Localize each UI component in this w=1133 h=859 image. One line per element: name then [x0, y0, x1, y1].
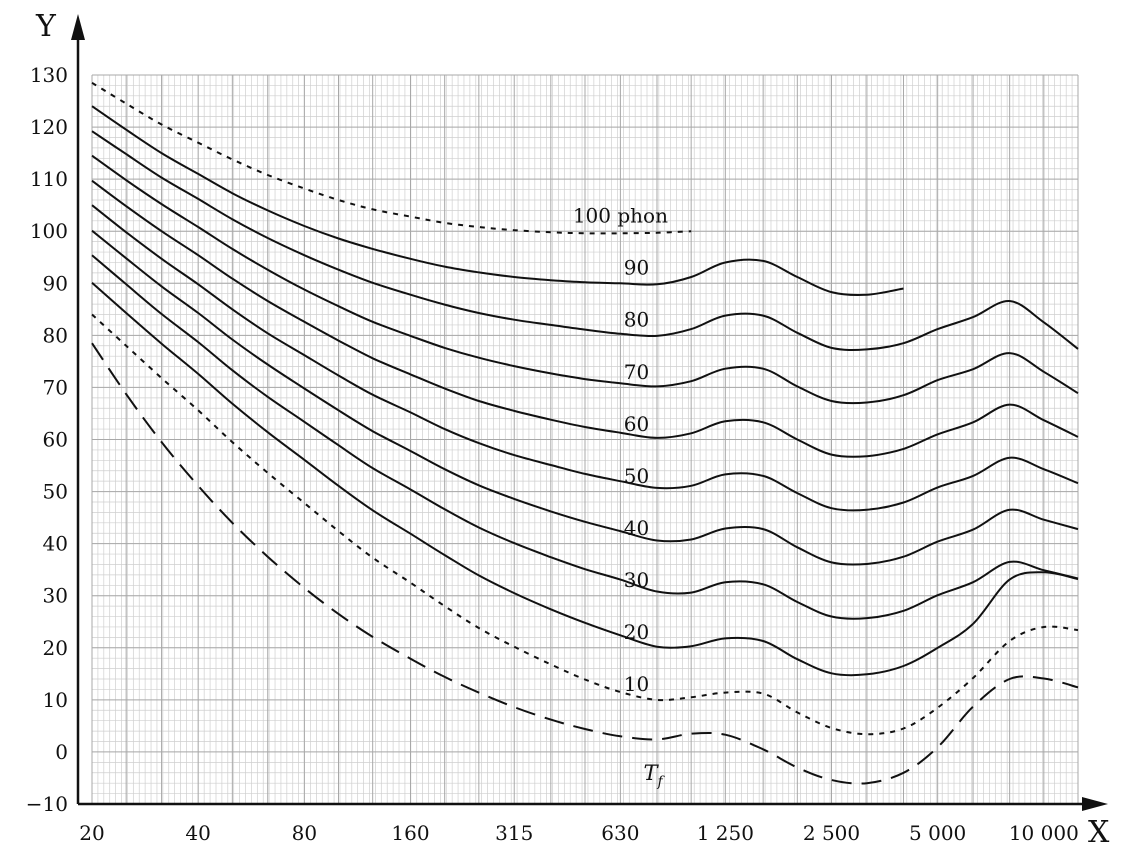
y-tick-label: 120 — [30, 115, 68, 139]
series-line-90 — [91, 105, 904, 296]
y-tick-label: 40 — [43, 532, 68, 556]
series-line-10 — [91, 313, 1079, 736]
series-line-tf — [91, 342, 1079, 785]
grid — [91, 74, 1079, 805]
x-tick-label: 10 000 — [1009, 821, 1079, 845]
x-tick-label: 80 — [292, 821, 317, 845]
series-line-60 — [91, 179, 1079, 458]
curve-label-80: 80 — [624, 308, 649, 332]
y-tick-label: 70 — [43, 375, 68, 399]
y-tick-label: 20 — [43, 636, 68, 660]
y-tick-label: 50 — [43, 480, 68, 504]
y-tick-label: 130 — [30, 63, 68, 87]
curve-label-10: 10 — [624, 672, 649, 696]
series-line-20 — [91, 282, 1079, 677]
curve-label-100-phon: 100 phon — [573, 204, 668, 228]
series-line-80 — [91, 130, 1079, 351]
x-axis-arrow-icon — [1082, 797, 1108, 811]
y-tick-label: −10 — [26, 792, 68, 816]
y-tick-label: 110 — [30, 167, 68, 191]
y-axis-arrow-icon — [71, 14, 85, 40]
x-tick-label: 315 — [495, 821, 533, 845]
y-tick-label: 0 — [55, 740, 68, 764]
x-tick-label: 20 — [79, 821, 104, 845]
curve-label-20: 20 — [624, 620, 649, 644]
curve-label-50: 50 — [624, 464, 649, 488]
x-tick-label: 2 500 — [803, 821, 860, 845]
x-tick-labels: 20 40 80 160 315 630 1 250 2 500 5 000 10 000 — [79, 821, 1079, 845]
x-tick-label: 1 250 — [697, 821, 754, 845]
x-tick-label: 40 — [185, 821, 210, 845]
y-tick-labels: −10 0 10 20 30 40 50 60 70 80 90 100 110 120 130 — [26, 63, 68, 816]
x-tick-label: 5 000 — [909, 821, 966, 845]
y-tick-label: 10 — [43, 688, 68, 712]
series-lines — [91, 81, 1079, 785]
series-line-70 — [91, 154, 1079, 405]
series-line-30 — [91, 254, 1079, 620]
series-line-50 — [91, 204, 1079, 512]
x-tick-label: 160 — [391, 821, 429, 845]
x-tick-label: 630 — [601, 821, 639, 845]
y-tick-label: 100 — [30, 219, 68, 243]
curve-label-30: 30 — [624, 568, 649, 592]
curve-label-40: 40 — [624, 516, 649, 540]
y-tick-label: 30 — [43, 584, 68, 608]
curve-label-subscript: f — [657, 774, 666, 790]
curve-label-90: 90 — [624, 256, 649, 280]
curve-label-60: 60 — [624, 412, 649, 436]
y-tick-label: 90 — [43, 271, 68, 295]
x-axis-title: X — [1088, 815, 1110, 850]
y-axis-title: Y — [35, 9, 57, 44]
series-line-40 — [91, 229, 1079, 566]
axes: X Y — [35, 9, 1110, 850]
curve-label-70: 70 — [624, 360, 649, 384]
y-tick-label: 80 — [43, 323, 68, 347]
y-tick-label: 60 — [43, 428, 68, 452]
